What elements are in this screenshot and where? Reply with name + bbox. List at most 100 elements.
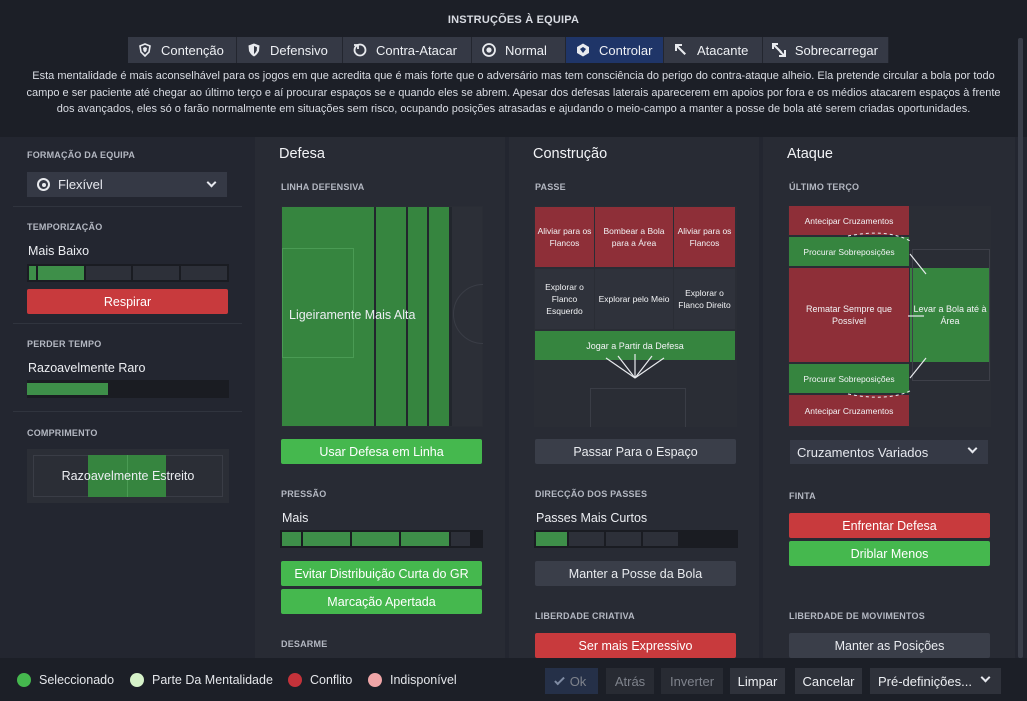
cancel-button[interactable]: Cancelar	[795, 668, 862, 694]
legend-dot	[368, 673, 382, 687]
be-expressive-button[interactable]: Ser mais Expressivo	[535, 633, 736, 658]
pass-direction-label: DIRECÇÃO DOS PASSES	[535, 489, 648, 499]
dribbling-label: FINTA	[789, 491, 816, 501]
back-button[interactable]: Atrás	[606, 668, 654, 694]
tempo-slider[interactable]	[27, 264, 229, 282]
defensive-line-pitch[interactable]: Ligeiramente Mais Alta	[281, 206, 483, 427]
slider-segment	[133, 266, 180, 280]
pass-into-space-button[interactable]: Passar Para o Espaço	[535, 439, 736, 464]
respirar-button[interactable]: Respirar	[27, 289, 228, 314]
legend-selected: Seleccionado	[17, 673, 114, 687]
pass-direction-slider[interactable]	[534, 530, 738, 548]
slider-segment	[643, 532, 679, 546]
slider-segment	[37, 266, 84, 280]
keep-possession-button[interactable]: Manter a Posse da Bola	[535, 561, 736, 586]
presets-label: Pré-definições...	[878, 673, 972, 689]
clear-button[interactable]: Limpar	[730, 668, 785, 694]
legend-label: Indisponível	[390, 673, 457, 687]
zone-clear-flanks-right[interactable]: Aliviar para os Flancos	[674, 207, 735, 267]
run-at-defence-button[interactable]: Enfrentar Defesa	[789, 513, 990, 538]
pressure-label: PRESSÃO	[281, 489, 327, 499]
mentality-defensivo[interactable]: Defensivo	[237, 37, 343, 63]
zone-middle[interactable]: Explorar pelo Meio	[595, 269, 673, 329]
legend-conflict: Conflito	[288, 673, 352, 687]
mentality-controlar[interactable]: Controlar	[566, 37, 664, 63]
timewasting-label: PERDER TEMPO	[27, 339, 102, 349]
zone-overlap-top[interactable]: Procurar Sobreposições	[789, 237, 909, 266]
formation-icon	[37, 178, 50, 191]
divider	[13, 323, 242, 324]
scrollbar[interactable]	[1018, 38, 1023, 658]
attack-arrows-icon	[847, 232, 927, 398]
pressure-value: Mais	[282, 511, 309, 525]
zone-overlap-bottom[interactable]: Procurar Sobreposições	[789, 364, 909, 393]
ok-label: Ok	[569, 673, 587, 689]
mentality-contencao[interactable]: Contenção	[128, 37, 237, 63]
slider-fill	[27, 383, 108, 395]
line-defense-button[interactable]: Usar Defesa em Linha	[281, 439, 482, 464]
pressure-slider[interactable]	[280, 530, 483, 548]
penalty-box	[590, 388, 686, 427]
hold-position-button[interactable]: Manter as Posições	[789, 633, 990, 658]
slider-segment	[536, 532, 568, 546]
avoid-short-gk-button[interactable]: Evitar Distribuição Curta do GR	[281, 561, 482, 586]
defense-zone	[282, 207, 452, 426]
header-area	[0, 0, 1027, 137]
creative-freedom-label: LIBERDADE CRIATIVA	[535, 611, 635, 621]
legend-label: Seleccionado	[39, 673, 115, 687]
legend-dot	[130, 673, 144, 687]
zone-long-ball[interactable]: Bombear a Bola para a Área	[595, 207, 673, 267]
mentality-selector: Contenção Defensivo Contra-Atacar Normal…	[128, 37, 889, 63]
dribble-less-button[interactable]: Driblar Menos	[789, 541, 990, 566]
slider-segment	[606, 532, 642, 546]
formation-label: FORMAÇÃO DA EQUIPA	[27, 150, 136, 160]
mentality-atacante[interactable]: Atacante	[664, 37, 763, 63]
chevron-down-icon	[967, 443, 978, 454]
zone-clear-flanks-left[interactable]: Aliviar para os Flancos	[535, 207, 594, 267]
zone-play-out-defence[interactable]: Jogar a Partir da Defesa	[535, 331, 735, 360]
chevron-down-icon	[980, 672, 991, 683]
width-value: Razoavelmente Estreito	[61, 469, 195, 483]
crossing-dropdown[interactable]: Cruzamentos Variados	[790, 440, 988, 464]
formation-dropdown[interactable]: Flexível	[27, 172, 227, 197]
presets-dropdown[interactable]: Pré-definições...	[870, 668, 1001, 694]
timewasting-slider[interactable]	[27, 380, 229, 398]
tackling-label: DESARME	[281, 639, 328, 649]
legend-label: Conflito	[310, 673, 353, 687]
zone-right-flank[interactable]: Explorar o Flanco Direito	[674, 269, 735, 329]
legend-dot	[17, 673, 31, 687]
penalty-box	[282, 248, 354, 358]
zone-left-flank[interactable]: Explorar o Flanco Esquerdo	[535, 269, 594, 329]
penalty-box	[912, 249, 990, 381]
zone-early-crosses-bottom[interactable]: Antecipar Cruzamentos	[789, 395, 909, 426]
mentality-label: Atacante	[697, 42, 749, 58]
slider-segment	[352, 532, 400, 546]
line-marker	[406, 207, 408, 426]
mentality-normal[interactable]: Normal	[472, 37, 566, 63]
passing-pitch[interactable]: Aliviar para os Flancos Bombear a Bola p…	[534, 206, 737, 427]
attack-heading: Ataque	[787, 146, 833, 162]
width-pitch[interactable]: Razoavelmente Estreito	[27, 449, 229, 503]
control-shield-icon	[574, 41, 592, 59]
mentality-sobrecarregar[interactable]: Sobrecarregar	[763, 37, 889, 63]
pitch-line	[127, 455, 128, 497]
zone-shoot-on-sight[interactable]: Rematar Sempre que Possível	[789, 268, 909, 362]
tight-marking-button[interactable]: Marcação Apertada	[281, 589, 482, 614]
chevron-down-icon	[206, 177, 217, 188]
final-third-pitch[interactable]: Antecipar Cruzamentos Procurar Sobreposi…	[788, 206, 991, 427]
tempo-value: Mais Baixo	[28, 244, 90, 258]
invert-button[interactable]: Inverter	[661, 668, 723, 694]
slider-segment	[29, 266, 36, 280]
mentality-contra-atacar[interactable]: Contra-Atacar	[343, 37, 472, 63]
slider-segment	[302, 532, 351, 546]
zone-early-crosses-top[interactable]: Antecipar Cruzamentos	[789, 206, 909, 235]
slider-segment	[450, 532, 470, 546]
mentality-description: Esta mentalidade é mais aconselhável par…	[26, 70, 1001, 115]
attack-arrow-icon	[672, 41, 690, 59]
ok-button[interactable]: Ok	[545, 668, 598, 694]
legend-dot	[288, 673, 302, 687]
mentality-label: Controlar	[599, 42, 653, 58]
zone-work-into-box[interactable]: Levar a Bola até à Área	[910, 268, 990, 362]
formation-value: Flexível	[58, 177, 103, 192]
legend-label: Parte Da Mentalidade	[152, 673, 273, 687]
